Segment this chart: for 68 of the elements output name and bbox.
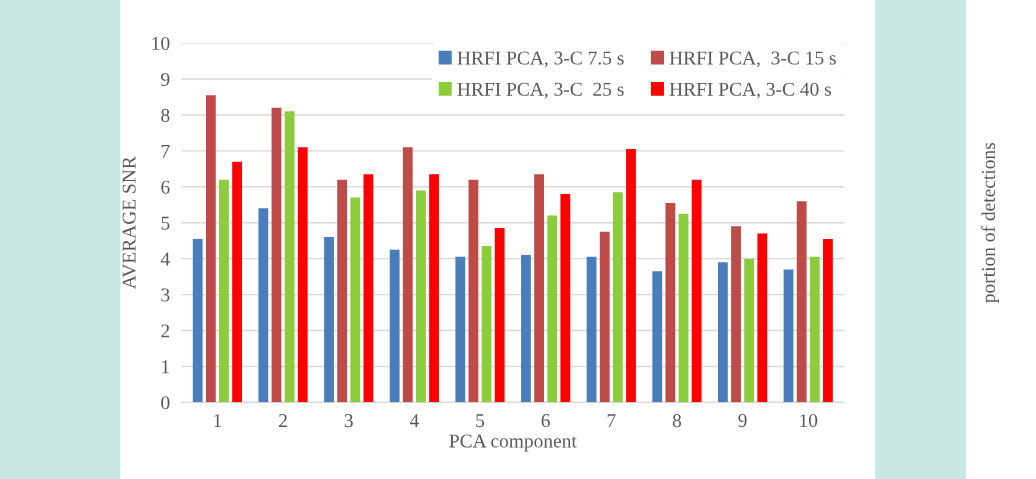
bar — [717, 262, 728, 403]
bar — [534, 174, 544, 403]
x-tick-label: 1 — [214, 414, 222, 427]
bar — [350, 197, 361, 403]
bar — [665, 202, 676, 403]
y-tick-label: 1 — [162, 360, 170, 374]
legend-label: HRFI PCA, 3-C 15 s — [669, 51, 836, 68]
bar — [547, 215, 558, 403]
bar — [363, 174, 374, 403]
x-axis-title: PCA component — [449, 434, 577, 452]
y-tick-label: 7 — [161, 144, 170, 158]
bar — [468, 179, 479, 403]
bar — [429, 174, 439, 403]
bar — [481, 246, 492, 403]
x-tick-label: 2 — [279, 414, 287, 427]
bar — [626, 149, 636, 403]
bar — [389, 249, 400, 403]
y-tick-label: 10 — [152, 36, 170, 51]
legend-label: HRFI PCA, 3-C 40 s — [669, 82, 831, 99]
bar — [297, 147, 308, 403]
bar — [455, 256, 466, 403]
y-tick-label: 8 — [161, 108, 170, 122]
bar — [612, 192, 623, 403]
bar — [586, 256, 597, 403]
bar — [521, 255, 531, 403]
x-tick-label: 3 — [344, 414, 353, 428]
x-tick-label: 9 — [738, 414, 747, 428]
bar — [337, 179, 348, 403]
y-tick-label: 0 — [161, 396, 170, 410]
bar — [691, 179, 702, 403]
bar — [232, 161, 243, 403]
bar — [757, 233, 768, 403]
bar — [258, 208, 269, 403]
y-tick-label: 2 — [161, 324, 170, 338]
legend-label: HRFI PCA, 3-C 7.5 s — [457, 51, 624, 68]
bar — [494, 228, 505, 403]
x-tick-label: 7 — [607, 414, 616, 427]
bar — [205, 95, 216, 403]
x-tick-label: 8 — [672, 414, 682, 428]
bar — [271, 107, 282, 403]
bar — [731, 226, 741, 403]
bar — [599, 231, 610, 403]
x-tick-label: 6 — [541, 414, 550, 428]
bar — [678, 213, 689, 403]
bar — [796, 201, 807, 403]
bar — [809, 256, 820, 403]
y-axis-title: AVERAGE SNR — [122, 156, 136, 290]
y-tick-label: 6 — [161, 180, 170, 194]
bar — [402, 147, 413, 403]
bar — [416, 190, 426, 403]
y-tick-label: 5 — [161, 216, 170, 230]
x-tick-label: 10 — [800, 414, 818, 428]
y-tick-label: 4 — [160, 252, 170, 266]
bar — [192, 238, 203, 403]
x-tick-label: 5 — [476, 414, 485, 428]
legend-label: HRFI PCA, 3-C 25 s — [457, 82, 624, 99]
text: portion of detections — [981, 142, 999, 303]
bar — [652, 271, 663, 403]
bar — [783, 269, 794, 403]
bar — [560, 193, 571, 403]
bar — [284, 111, 295, 403]
bar — [324, 237, 334, 403]
bar — [823, 238, 833, 403]
y-tick-label: 3 — [161, 288, 170, 302]
x-tick-label: 4 — [409, 414, 419, 427]
bar — [219, 179, 229, 403]
y-tick-label: 9 — [161, 72, 170, 86]
bar — [744, 258, 755, 403]
